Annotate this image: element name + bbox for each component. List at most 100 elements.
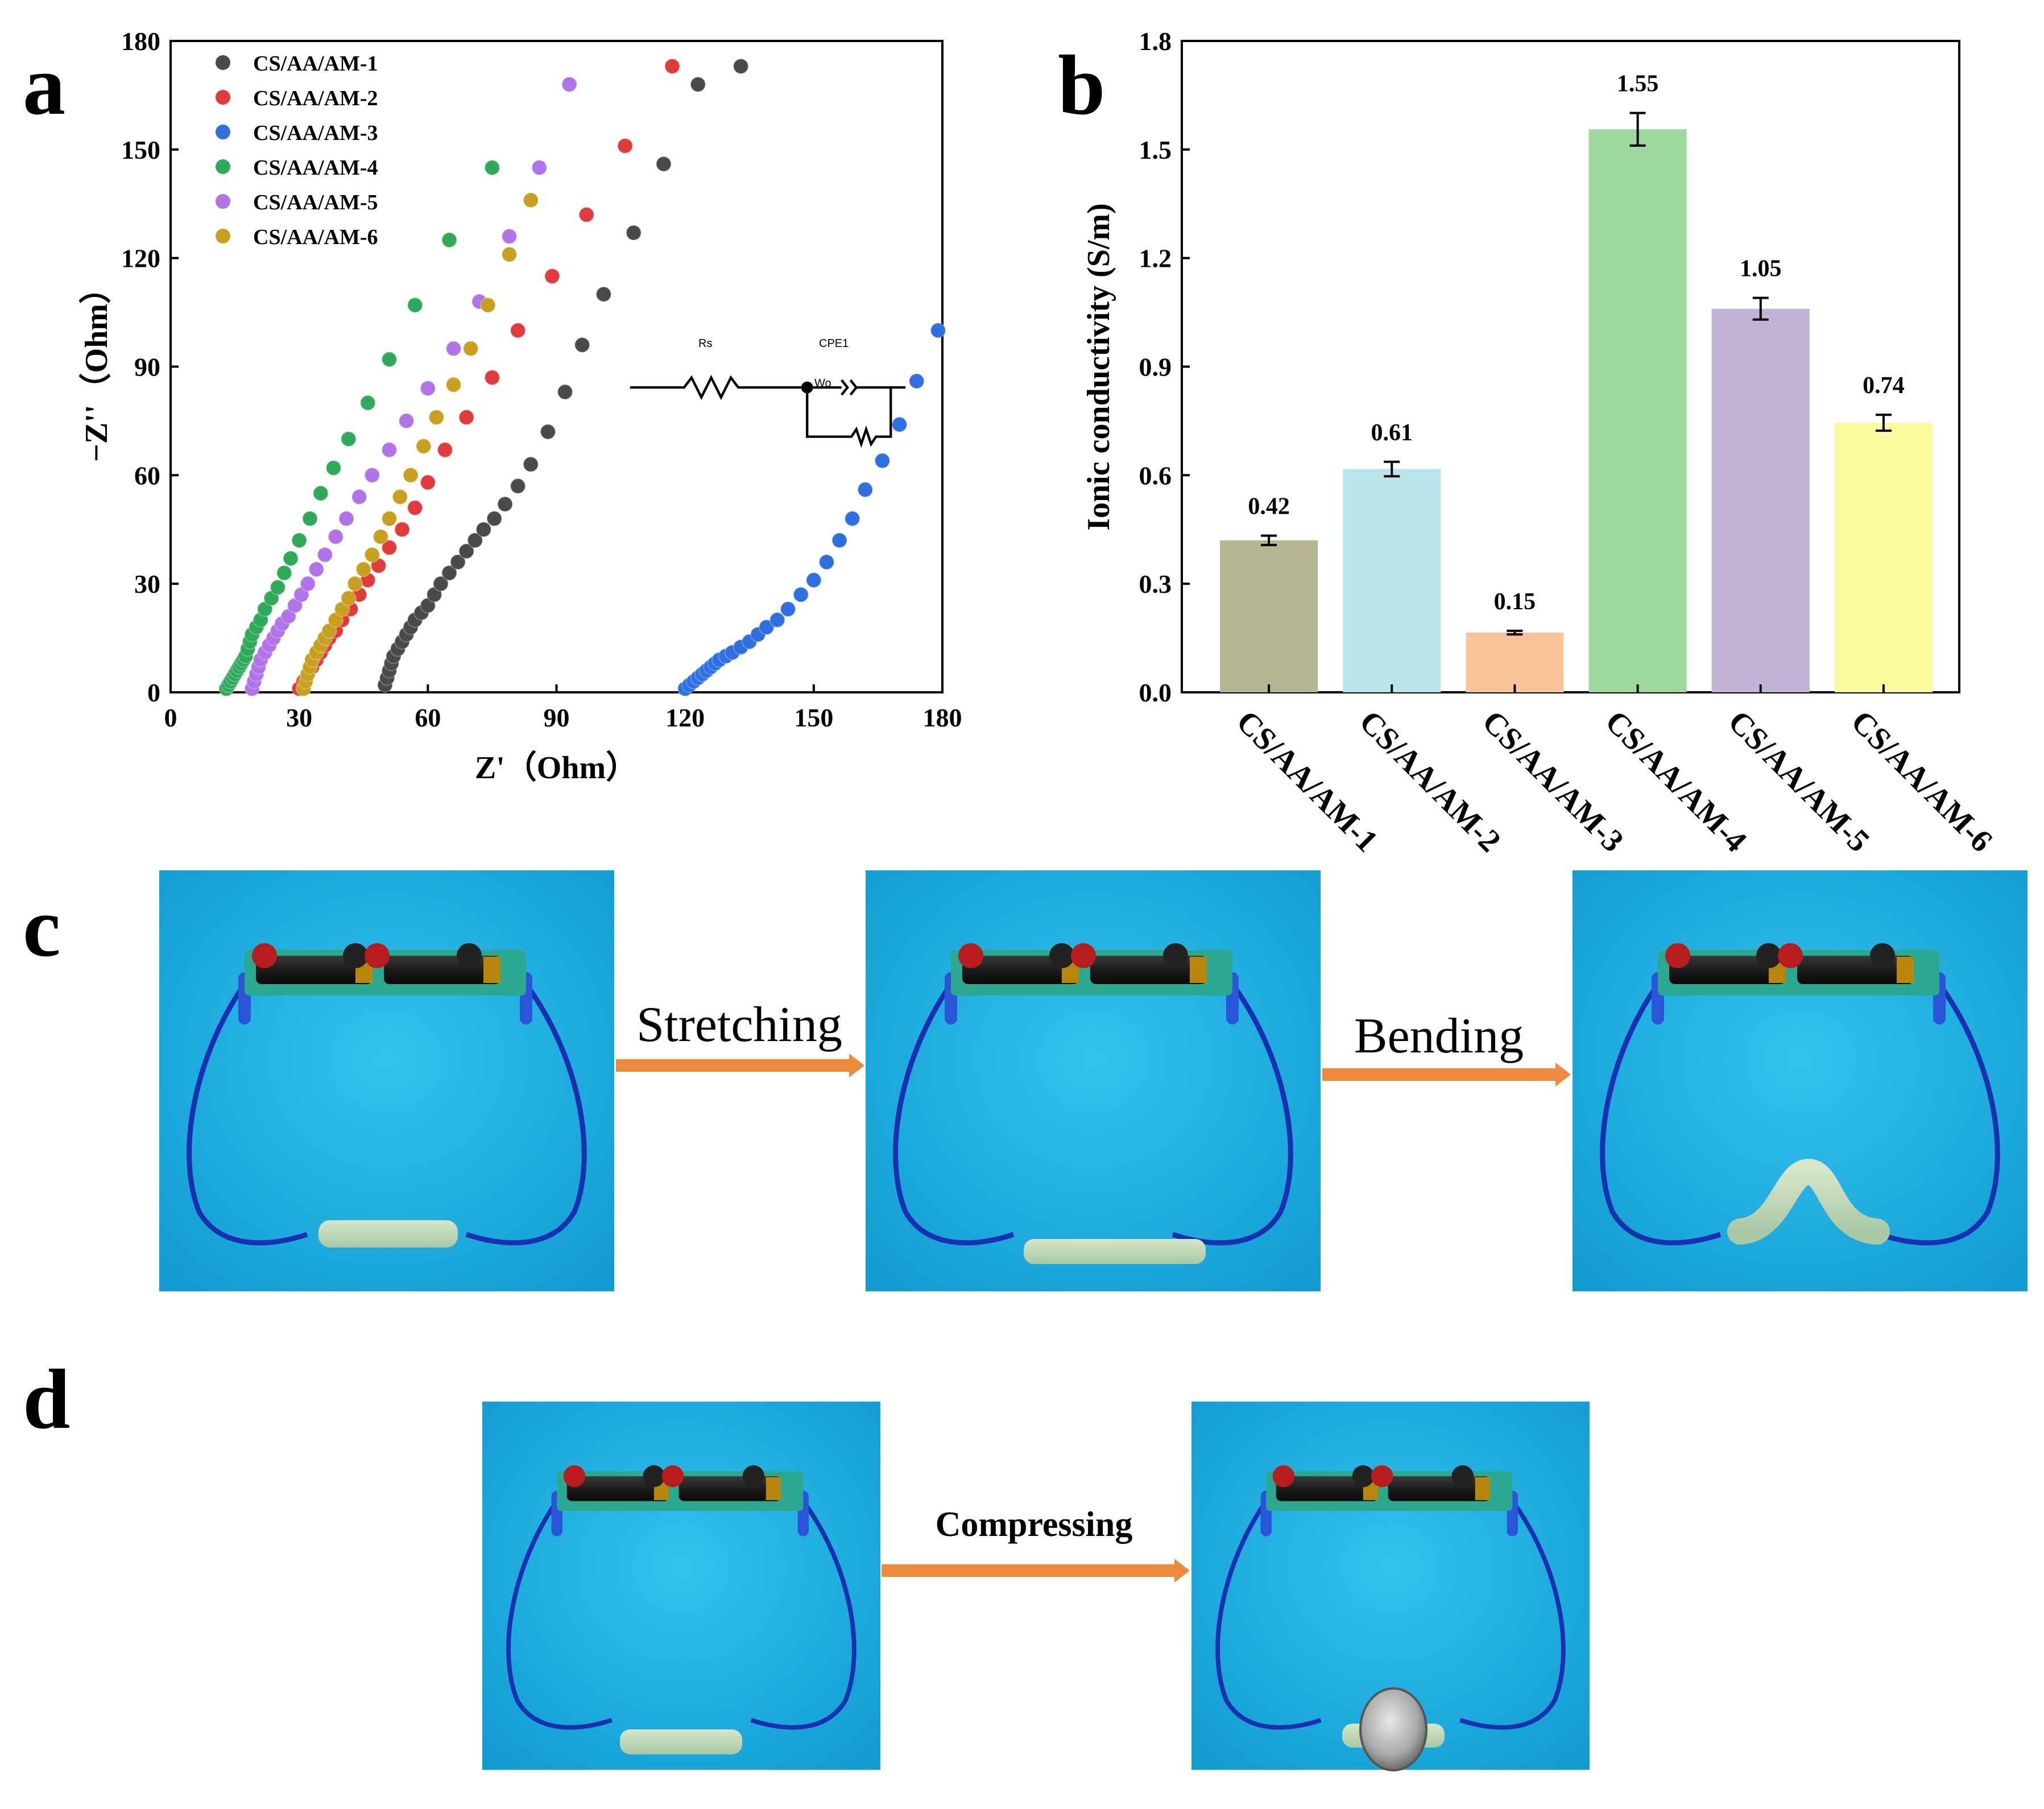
data-point	[930, 322, 946, 338]
data-point	[486, 510, 503, 527]
data-point	[484, 369, 500, 386]
data-point	[291, 532, 308, 548]
data-point	[510, 322, 526, 338]
data-point	[595, 286, 612, 303]
y-tick-label-a: 180	[121, 27, 160, 56]
panel-letter-c: c	[23, 880, 61, 974]
value-label: 0.42	[1248, 494, 1290, 520]
data-point	[283, 550, 299, 567]
series-CS/AA/AM-6	[295, 192, 539, 697]
data-point	[428, 409, 445, 426]
data-point	[432, 576, 449, 592]
data-point	[758, 619, 775, 635]
data-point	[441, 565, 458, 581]
photo-c-bending	[1573, 870, 2028, 1291]
data-point	[891, 416, 908, 433]
value-label: 1.55	[1617, 71, 1659, 97]
arrow-compressing	[882, 1559, 1190, 1583]
x-tick-label-a: 30	[286, 703, 312, 732]
data-point	[392, 489, 408, 505]
data-point	[381, 510, 398, 527]
data-point	[420, 474, 436, 491]
y-tick-label-b: 0.6	[1139, 461, 1172, 490]
value-label: 0.61	[1371, 420, 1413, 446]
data-point	[394, 521, 411, 538]
bar-CS/AA/AM-6	[1834, 423, 1933, 692]
data-point	[325, 460, 342, 476]
data-point	[557, 384, 573, 400]
data-point	[531, 159, 548, 176]
data-point	[381, 441, 398, 458]
x-tick-label-a: 120	[665, 703, 705, 732]
data-point	[544, 268, 560, 284]
data-point	[458, 409, 475, 426]
y-tick-label-a: 0	[147, 678, 160, 707]
data-point	[733, 58, 749, 75]
legend-label: CS/AA/AM-3	[253, 121, 378, 145]
data-point	[780, 601, 796, 617]
photo-d-original	[482, 1402, 880, 1770]
data-point	[497, 496, 514, 513]
series-CS/AA/AM-4	[218, 159, 500, 697]
data-point	[501, 246, 518, 263]
y-tick-label-a: 150	[121, 135, 160, 164]
data-point	[381, 539, 398, 556]
y-tick-label-b: 0.0	[1139, 678, 1172, 707]
data-point	[437, 441, 453, 458]
data-point	[364, 547, 380, 563]
legend-label: CS/AA/AM-5	[253, 191, 378, 214]
data-point	[398, 412, 415, 429]
equivalent-circuit-inset: Rs CPE1 Wo	[630, 337, 905, 444]
eis-nyquist-chart: 0 30 60 90 120 150 180 0 30 60 90 120 150 180 CS/AA/A…	[78, 27, 962, 786]
legend-label: CS/AA/AM-6	[253, 225, 378, 249]
series-CS/AA/AM-5	[244, 76, 578, 697]
data-point	[501, 228, 518, 245]
circuit-label-wo: Wo	[814, 377, 831, 390]
data-point	[340, 590, 357, 606]
legend-marker	[216, 159, 230, 174]
data-point	[874, 452, 891, 469]
data-point	[805, 572, 822, 588]
data-point	[578, 206, 595, 223]
coin-weight	[1359, 1687, 1428, 1771]
data-point	[818, 554, 835, 570]
series-CS/AA/AM-2	[291, 58, 681, 697]
data-point	[462, 340, 479, 357]
data-point	[617, 138, 634, 154]
x-axis-title-a: Z'（Ohm）	[475, 750, 638, 786]
legend-marker	[216, 194, 230, 209]
y-tick-label-a: 30	[134, 569, 160, 598]
data-point	[523, 192, 539, 208]
series-CS/AA/AM-1	[376, 58, 749, 693]
hydrogel-c-original	[318, 1220, 458, 1248]
y-tick-label-b: 1.8	[1139, 27, 1172, 56]
legend-marker	[216, 125, 230, 139]
data-point	[479, 297, 496, 313]
bar-CS/AA/AM-5	[1711, 308, 1810, 692]
x-tick-label-a: 90	[544, 703, 570, 732]
legend-label: CS/AA/AM-4	[253, 156, 378, 180]
panel-letter-b: b	[1058, 38, 1105, 133]
data-point	[908, 373, 925, 389]
data-point	[276, 565, 292, 581]
y-tick-label-a: 120	[121, 244, 160, 273]
label-stretching: Stretching	[636, 997, 842, 1052]
data-point	[857, 481, 874, 498]
data-point	[312, 485, 329, 502]
data-point	[338, 510, 355, 527]
legend-label: CS/AA/AM-1	[253, 52, 378, 76]
y-axis-title-b: Ionic conductivity (S/m)	[1081, 203, 1116, 531]
x-tick-label-a: 150	[794, 703, 833, 732]
value-label: 0.74	[1863, 373, 1905, 399]
legend-marker	[216, 90, 230, 105]
data-point	[690, 76, 706, 93]
data-point	[300, 576, 316, 592]
arrow-stretching	[616, 1054, 864, 1077]
bar-CS/AA/AM-3	[1466, 633, 1564, 692]
data-point	[270, 579, 286, 596]
bar-CS/AA/AM-1	[1220, 540, 1318, 692]
data-point	[359, 395, 376, 411]
panel-letter-d: d	[23, 1352, 70, 1447]
circuit-label-cpe1: CPE1	[819, 337, 849, 350]
